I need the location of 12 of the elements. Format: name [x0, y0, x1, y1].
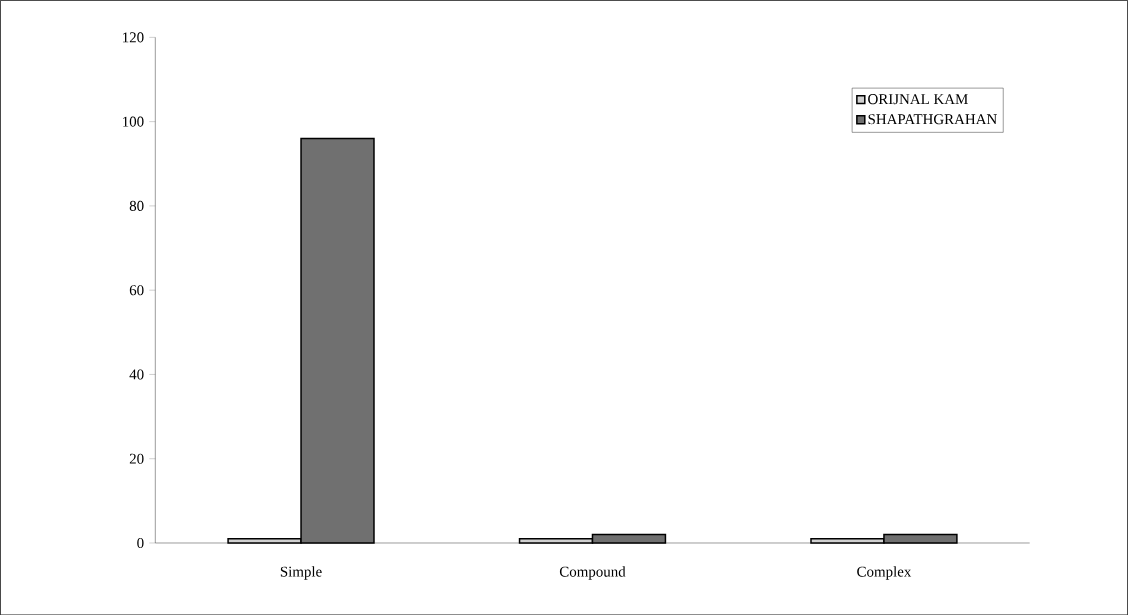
y-tick-label: 120 [123, 32, 144, 43]
x-tick-label: Simple [280, 566, 322, 580]
y-tick-label: 100 [123, 116, 144, 127]
y-tick-label: 60 [129, 284, 144, 296]
x-tick-label: Compound [559, 566, 626, 580]
legend-label: ORIJNAL KAM [868, 93, 968, 104]
legend-label: SHAPATHGRAHAN [868, 114, 997, 125]
y-tick-label: 20 [129, 453, 144, 464]
y-tick-label: 0 [137, 537, 144, 548]
y-tick-label: 80 [129, 200, 144, 211]
x-tick-label: Complex [857, 566, 912, 580]
y-tick-label: 40 [129, 369, 144, 380]
